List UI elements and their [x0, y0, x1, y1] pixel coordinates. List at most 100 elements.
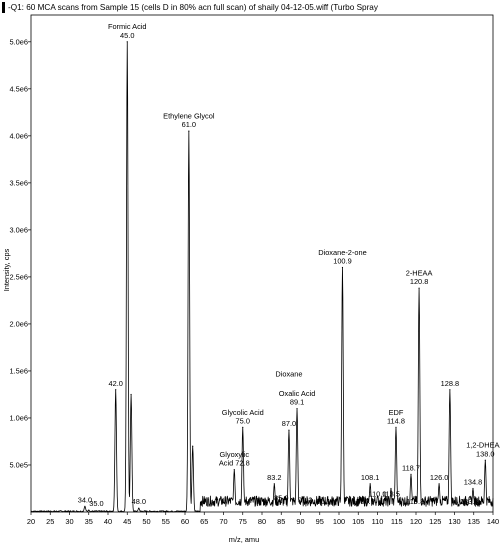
peak-annotation: EDF 114.8: [387, 408, 405, 426]
peak-point: [449, 389, 451, 391]
peak-annotation: 110.0: [369, 490, 387, 499]
x-tick-label: 140: [487, 517, 499, 526]
peak-point: [115, 389, 117, 391]
chart-title: -Q1: 60 MCA scans from Sample 15 (cells …: [8, 2, 378, 12]
x-tick-label: 20: [27, 517, 35, 526]
peak-annotation: 96.1: [316, 497, 330, 506]
x-tick-label: 105: [352, 517, 364, 526]
spectrum-line: [30, 41, 494, 513]
peak-annotation: 128.8: [441, 379, 460, 388]
peak-annotation: 118.7: [402, 463, 420, 472]
peak-point: [242, 426, 244, 428]
x-tick-label: 50: [142, 517, 150, 526]
x-tick-label: 85: [277, 517, 285, 526]
peak-point: [288, 429, 290, 431]
peak-annotation: 113.5: [382, 490, 400, 499]
peak-annotation: 91.2: [298, 495, 312, 504]
y-tick-label: 2.0e6: [10, 319, 29, 328]
peak-point: [418, 287, 420, 289]
peak-annotation: Glyoxylic Acid 72.8: [219, 450, 250, 468]
x-tick-label: 30: [65, 517, 73, 526]
peak-point: [130, 393, 132, 396]
peak-point: [88, 509, 90, 511]
peak-annotation: 48.0: [132, 497, 146, 506]
x-tick-label: 60: [181, 517, 189, 526]
peak-point: [192, 445, 194, 447]
peak-point: [468, 497, 470, 499]
x-tick-label: 120: [410, 517, 422, 526]
title-marker: [2, 1, 5, 13]
peak-point: [323, 500, 325, 502]
peak-annotations: Formic Acid 45.0 Ethylene Glycol 61.0 42.0 Di…: [78, 22, 500, 508]
peak-point: [233, 469, 235, 471]
peak-annotation: 106.9: [356, 497, 375, 506]
x-tick-label: 135: [468, 517, 480, 526]
peak-annotation: Oxalic Acid 89.1: [279, 389, 316, 407]
x-tick-label: 35: [85, 517, 93, 526]
y-tick-label: 2.5e6: [10, 272, 29, 281]
peak-point: [369, 483, 371, 485]
peak-point: [410, 473, 412, 475]
x-tick-label: 95: [316, 517, 324, 526]
x-tick-label: 65: [200, 517, 208, 526]
y-tick-label: 4.5e6: [10, 84, 29, 93]
peak-annotation: Dioxane-2-one 100.9: [318, 248, 366, 266]
x-tick-label: 40: [104, 517, 112, 526]
peak-point: [304, 501, 306, 504]
y-tick-label: 3.0e6: [10, 225, 29, 234]
peak-annotation: 34.0: [78, 495, 92, 504]
spectrum-series: [30, 41, 494, 513]
peak-annotation: Glycolic Acid 75.0: [222, 408, 264, 426]
plot-frame: [30, 14, 494, 513]
y-axis-label: Intensity, cps: [2, 248, 11, 291]
peak-point: [472, 487, 474, 490]
chart-title-bar: -Q1: 60 MCA scans from Sample 15 (cells …: [2, 1, 498, 13]
x-tick-label: 125: [429, 517, 441, 526]
x-tick-label: 55: [162, 517, 170, 526]
peak-point: [341, 266, 344, 269]
y-tick-label: 5.0e6: [10, 37, 29, 46]
peak-point: [273, 483, 275, 485]
peak-point: [296, 407, 298, 410]
x-tick-label: 100: [333, 517, 345, 526]
y-tick-label: 1.5e6: [10, 366, 29, 375]
y-axis-ticks: 5.0e5 1.0e6 1.5e6 2.0e6 2.5e6 3.0e6 3.5e6 4.0e6…: [10, 37, 31, 469]
peak-point: [390, 487, 392, 490]
peak-annotation: 134.8: [464, 477, 483, 486]
peak-point: [138, 507, 140, 509]
x-tick-label: 80: [258, 517, 266, 526]
y-tick-label: 1.0e6: [10, 413, 29, 422]
x-tick-label: 75: [239, 517, 247, 526]
peak-annotation: 2-HEAA 120.8: [406, 269, 433, 287]
peak-annotation: 42.0: [109, 379, 123, 388]
peak-annotation: 1,2-DHEAA138.0: [466, 441, 500, 459]
x-tick-label: 45: [123, 517, 131, 526]
peak-point: [395, 426, 397, 428]
y-tick-label: 5.0e5: [10, 460, 29, 469]
peak-annotation: Dioxane: [275, 369, 302, 378]
peak-annotation: 35.0: [89, 499, 103, 508]
peak-point: [414, 500, 416, 502]
peak-point: [280, 501, 282, 504]
x-tick-label: 130: [448, 517, 460, 526]
peak-point: [438, 483, 440, 485]
peak-point: [484, 459, 486, 461]
x-axis-label: m/z, amu: [229, 535, 259, 544]
peak-point: [126, 41, 128, 43]
peak-point: [188, 130, 190, 132]
peak-annotation: 119.8: [406, 497, 424, 506]
x-tick-label: 115: [391, 517, 403, 526]
peak-annotation: 108.1: [361, 473, 380, 482]
x-tick-label: 110: [372, 517, 384, 526]
x-tick-label: 70: [219, 517, 227, 526]
peak-annotation: Formic Acid 45.0: [108, 22, 147, 40]
peak-annotation: 87.0: [282, 419, 296, 428]
peak-annotation: Ethylene Glycol 61.0: [163, 112, 215, 130]
peak-annotation: 85.0: [274, 493, 288, 502]
peak-annotation: 83.2: [267, 473, 281, 482]
peak-annotation: 133.8: [460, 497, 479, 506]
peak-point: [364, 501, 367, 504]
peak-annotation: 126.0: [430, 473, 449, 482]
x-tick-label: 90: [296, 517, 304, 526]
